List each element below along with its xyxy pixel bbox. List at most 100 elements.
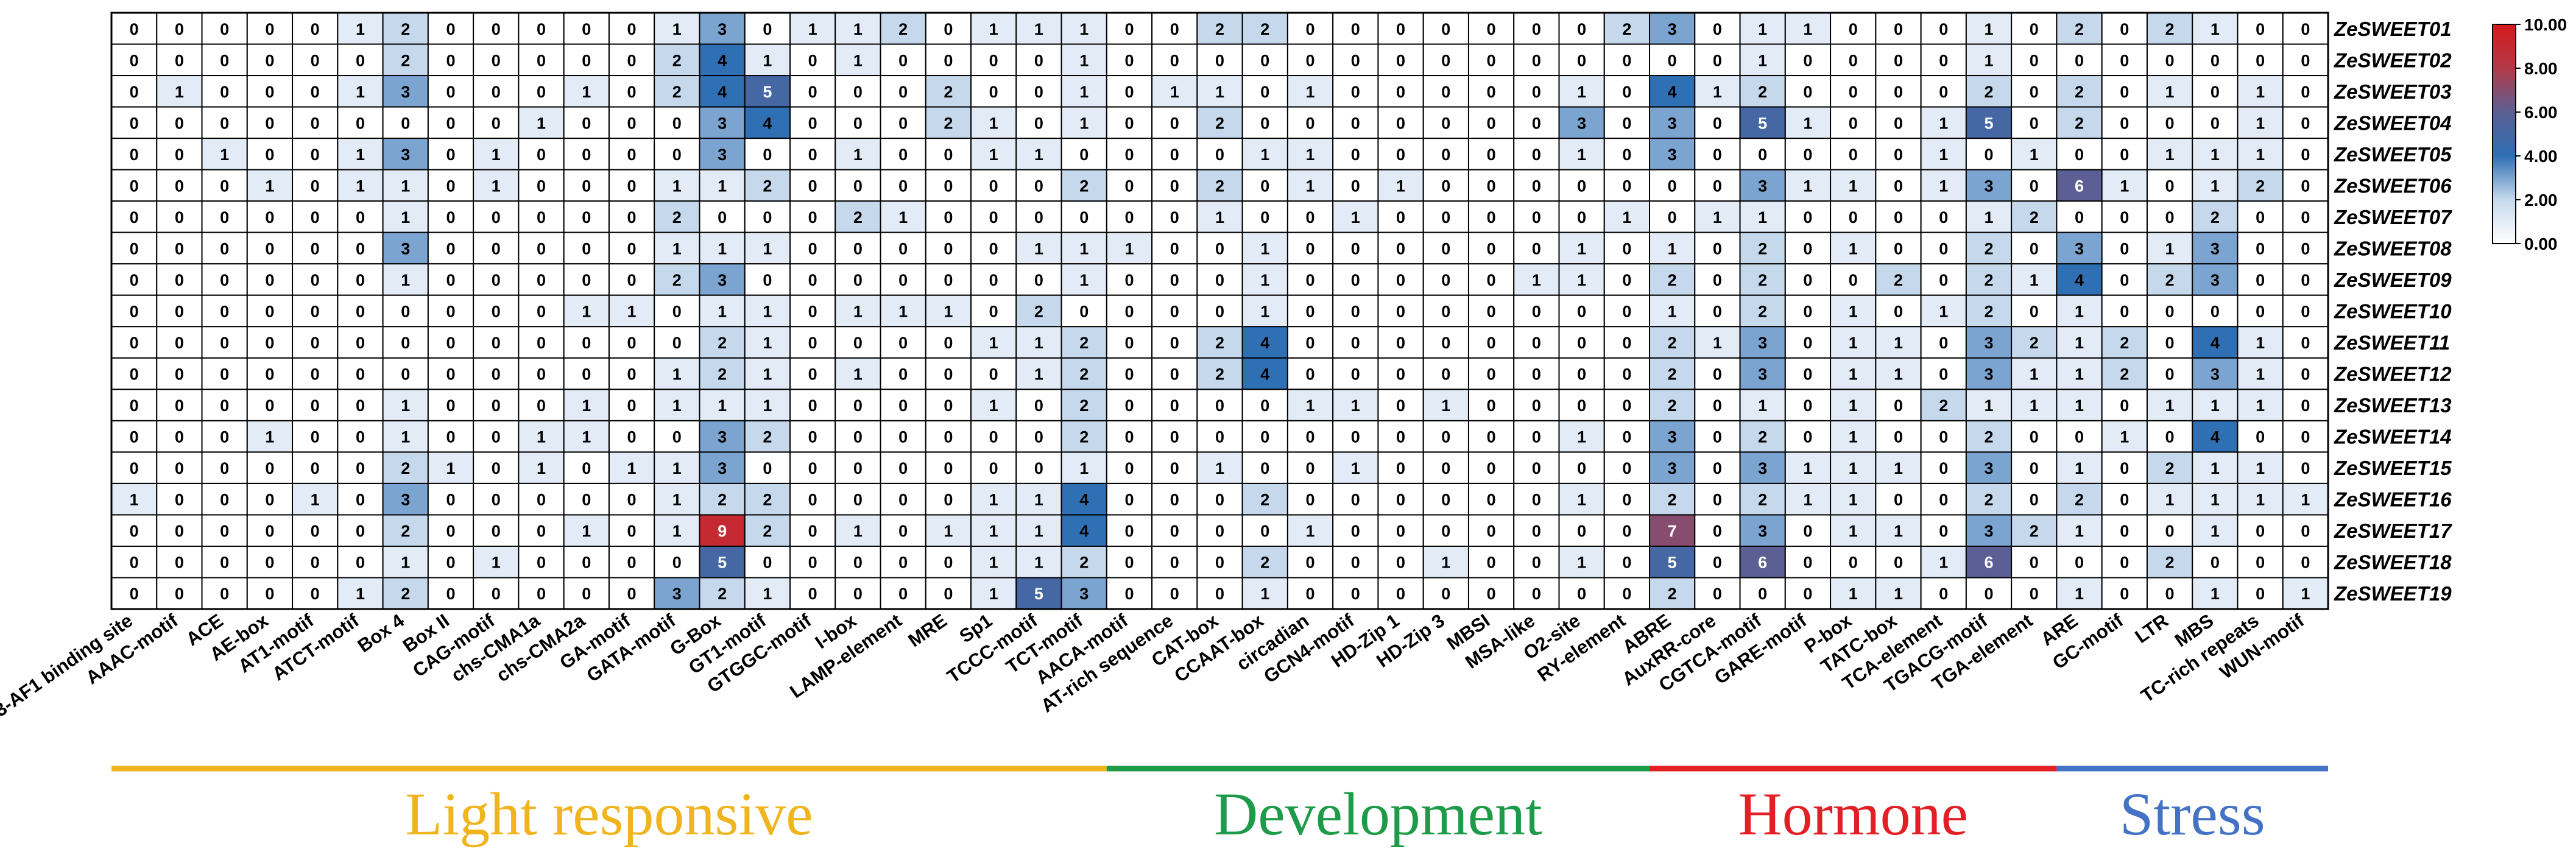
heatmap-cell [1241, 43, 1288, 77]
cell-value-label: 1 [2030, 365, 2039, 384]
heatmap-cell [518, 357, 565, 390]
heatmap-cell [1015, 514, 1062, 547]
cell-value-label: 3 [1668, 114, 1677, 132]
cell-value-label: 0 [175, 114, 184, 132]
cell-value-label: 0 [1260, 396, 1269, 415]
cell-value-label: 0 [1441, 83, 1450, 101]
cell-value-label: 0 [356, 208, 365, 227]
cell-value-label: 2 [1215, 177, 1224, 195]
cell-value-label: 2 [1984, 303, 1993, 321]
cell-value-label: 0 [582, 585, 591, 603]
cell-value-label: 1 [2256, 365, 2265, 384]
cell-value-label: 0 [808, 271, 817, 289]
heatmap-cell [2237, 12, 2284, 45]
heatmap-cell [1513, 482, 1560, 516]
cell-value-label: 0 [2120, 396, 2129, 415]
cell-value-label: 2 [2030, 522, 2039, 540]
cell-value-label: 1 [1306, 177, 1315, 195]
heatmap-cell [880, 389, 926, 421]
cell-value-label: 0 [1487, 146, 1496, 164]
heatmap-cell [518, 12, 565, 45]
heatmap-cell [1467, 106, 1515, 139]
heatmap-cell [880, 482, 926, 516]
cell-value-label: 0 [1441, 459, 1450, 477]
cell-value-label: 2 [401, 20, 410, 38]
cell-value-label: 0 [898, 334, 908, 352]
heatmap-cell [292, 451, 339, 484]
heatmap-cell [2237, 389, 2284, 421]
cell-value-label: 0 [175, 334, 184, 352]
cell-value-label: 1 [853, 20, 863, 38]
cell-value-label: 1 [1577, 428, 1586, 446]
cell-value-label: 0 [582, 239, 591, 258]
cell-value-label: 0 [1849, 51, 1858, 69]
heatmap-cell [2011, 357, 2058, 390]
heatmap-cell [970, 263, 1017, 296]
cell-value-label: 0 [627, 146, 637, 164]
heatmap-cell [1422, 169, 1469, 202]
cell-value-label: 1 [944, 522, 953, 540]
cell-value-label: 0 [1124, 271, 1134, 289]
heatmap-cell [1513, 231, 1560, 265]
cell-value-label: 2 [1984, 428, 1993, 446]
cell-value-label: 0 [130, 20, 139, 38]
cell-value-label: 0 [1351, 428, 1360, 446]
cell-value-label: 0 [537, 522, 546, 540]
heatmap-cell [2056, 294, 2103, 328]
cell-value-label: 9 [718, 522, 727, 540]
cell-value-label: 1 [1849, 428, 1858, 446]
cell-value-label: 0 [1532, 459, 1541, 477]
cell-value-label: 1 [1306, 522, 1315, 540]
cell-value-label: 0 [1351, 239, 1360, 258]
cell-value-label: 0 [1713, 554, 1722, 572]
heatmap-cell [427, 263, 475, 296]
cell-value-label: 0 [356, 271, 365, 289]
cell-value-label: 1 [582, 303, 591, 321]
cell-value-label: 0 [2030, 585, 2039, 603]
cell-value-label: 0 [1894, 208, 1903, 227]
cell-value-label: 1 [1849, 334, 1858, 352]
heatmap-cell [1060, 389, 1107, 421]
cell-value-label: 1 [1034, 146, 1043, 164]
cell-value-label: 3 [1758, 459, 1767, 477]
cell-value-label: 1 [265, 177, 274, 195]
cell-value-label: 0 [898, 459, 908, 477]
heatmap-cell [880, 200, 926, 233]
cell-value-label: 0 [446, 585, 455, 603]
cell-value-label: 0 [1124, 396, 1134, 415]
cell-value-label: 0 [1622, 177, 1631, 195]
cell-value-label: 0 [1260, 522, 1269, 540]
cell-value-label: 0 [537, 239, 546, 258]
cell-value-label: 0 [763, 20, 772, 38]
cell-value-label: 0 [1939, 365, 1948, 384]
heatmap-cell [473, 577, 520, 610]
heatmap-cell [608, 514, 655, 547]
cell-value-label: 0 [265, 271, 274, 289]
cell-value-label: 0 [1939, 83, 1948, 101]
cell-value-label: 1 [2165, 239, 2175, 258]
cell-value-label: 0 [2211, 83, 2220, 101]
cell-value-label: 0 [2165, 334, 2175, 352]
cell-value-label: 2 [763, 522, 772, 540]
cell-value-label: 2 [1215, 20, 1224, 38]
cell-value-label: 0 [130, 271, 139, 289]
cell-value-label: 0 [1124, 20, 1134, 38]
heatmap-cell [880, 169, 926, 202]
cell-value-label: 0 [175, 303, 184, 321]
cell-value-label: 1 [1668, 303, 1677, 321]
cell-value-label: 0 [1894, 554, 1903, 572]
cell-value-label: 0 [944, 271, 953, 289]
cell-value-label: 2 [672, 83, 682, 101]
heatmap-cell [1377, 389, 1424, 421]
cell-value-label: 1 [1079, 271, 1089, 289]
cell-value-label: 0 [2165, 522, 2175, 540]
heatmap-cell [1558, 514, 1605, 547]
cell-value-label: 1 [401, 396, 410, 415]
cell-value-label: 2 [1215, 334, 1224, 352]
cell-value-label: 0 [175, 459, 184, 477]
cell-value-label: 0 [1396, 491, 1405, 509]
heatmap-cell [2192, 451, 2239, 484]
cell-value-label: 0 [265, 83, 274, 101]
cell-value-label: 0 [175, 365, 184, 384]
